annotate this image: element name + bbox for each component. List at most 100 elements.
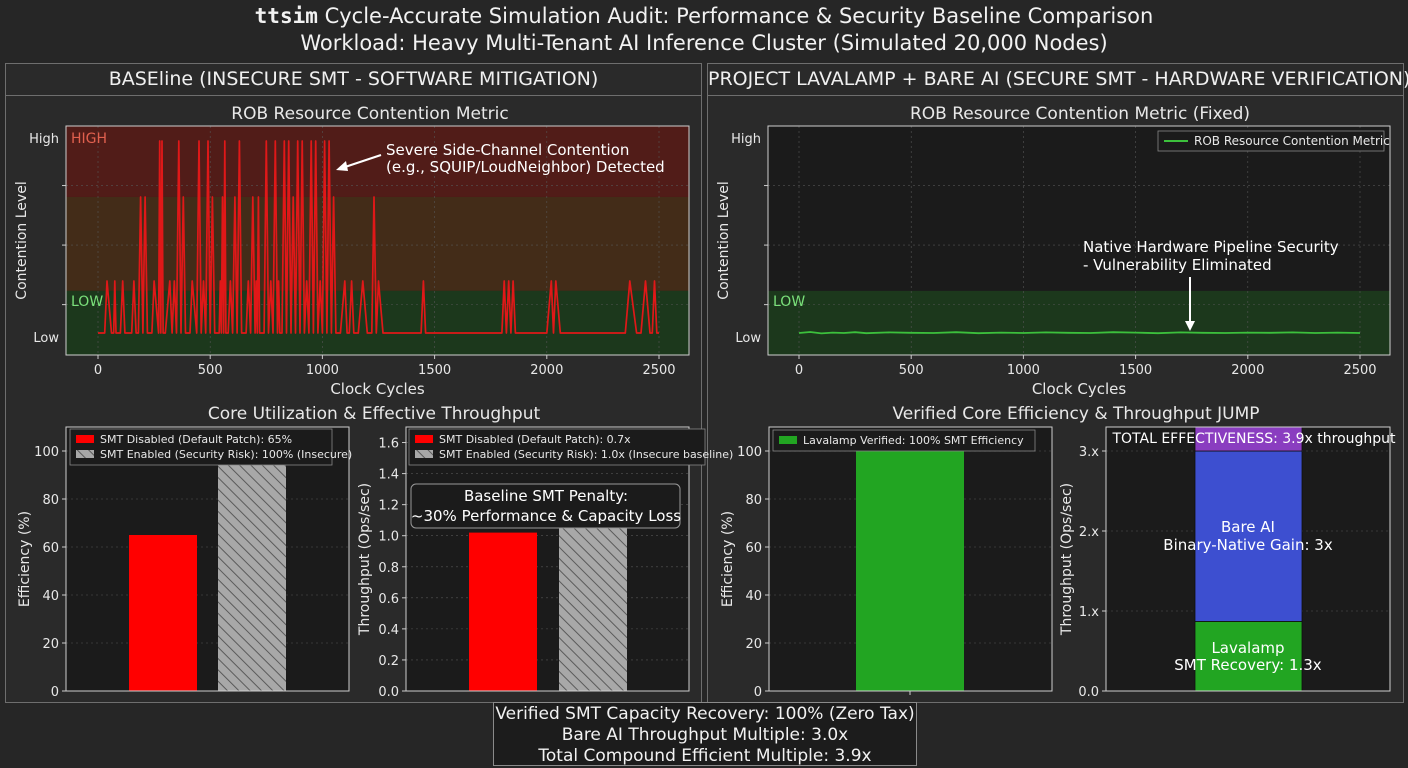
lavalamp-segment-label-2: SMT Recovery: 1.3x: [1174, 656, 1322, 674]
baseline-annotation-line2: (e.g., SQUIP/LoudNeighbor) Detected: [386, 158, 665, 176]
baseline_rob-series-line: [98, 140, 659, 334]
fixed_rob-xtick-label: 2000: [1231, 363, 1264, 378]
summary-line-3: Total Compound Efficient Multiple: 3.9x: [538, 746, 872, 766]
throughput_stack-ytick-label: 0.0: [1078, 685, 1099, 700]
fixed-rob-legend-label: ROB Resource Contention Metric: [1194, 134, 1390, 148]
throughput_stack-segment-2: [1194, 450, 1303, 622]
fixed_rob-zone-low-label: LOW: [773, 294, 805, 310]
baseline-panel-title: BASEline (INSECURE SMT - SOFTWARE MITIGA…: [6, 64, 701, 96]
baseline_efficiency-ytick-label: 20: [42, 637, 59, 652]
fixed-annotation-line2: - Vulnerability Eliminated: [1083, 256, 1272, 274]
baseline_efficiency-ytick-label: 0: [51, 685, 59, 700]
baseline_throughput-legend-swatch-1: [415, 435, 433, 443]
summary-box: Verified SMT Capacity Recovery: 100% (Ze…: [493, 702, 917, 766]
fixed-annotation-arrowhead: [1185, 321, 1195, 331]
baseline_efficiency-legend-box: [69, 428, 333, 466]
baseline_efficiency-bar-1: [129, 535, 197, 691]
baseline_rob-xtick-label: 1000: [306, 363, 339, 378]
throughput_stack-frame: [1105, 426, 1391, 692]
baseline_throughput-ylabel: Throughput (Ops/sec): [357, 483, 373, 636]
baseline_throughput-frame: [405, 426, 690, 692]
baseline_throughput-ytick-label: 1.6: [378, 437, 399, 452]
baseline_throughput-bar-2: [559, 504, 627, 691]
baseline_throughput-area: [406, 427, 689, 691]
fixed_rob-xtick-label: 1000: [1007, 363, 1040, 378]
bare-ai-segment-label-2: Binary-Native Gain: 3x: [1163, 536, 1333, 554]
verified_efficiency-ytick-label: 0: [754, 685, 762, 700]
baseline_throughput-ytick-label: 1.4: [378, 468, 399, 483]
fixed_rob-ylabel: Contention Level: [716, 181, 732, 299]
total-effectiveness-label: TOTAL EFFECTIVENESS: 3.9x throughput: [1111, 431, 1396, 447]
fixed-rob-legend-box: [1157, 130, 1385, 152]
fixed_rob-series-line: [798, 331, 1361, 335]
baseline_throughput-legend-swatch-2: [415, 450, 433, 458]
baseline-annotation-line1: Severe Side-Channel Contention: [386, 141, 629, 159]
fixed_rob-frame: [767, 125, 1391, 356]
verified_efficiency-ytick-label: 40: [745, 589, 762, 604]
baseline-bottom-title: Core Utilization & Effective Throughput: [208, 404, 541, 424]
baseline-annotation-arrowhead: [336, 161, 348, 171]
verified_efficiency-ylabel: Efficiency (%): [720, 511, 736, 607]
throughput_stack-ytick-label: 2.x: [1079, 525, 1099, 540]
fixed_rob-xtick-label: 500: [899, 363, 924, 378]
verified_efficiency-ytick-label: 100: [737, 445, 762, 460]
main-title-text: Cycle-Accurate Simulation Audit: Perform…: [324, 4, 1154, 28]
penalty-annotation-line1: Baseline SMT Penalty:: [464, 487, 628, 505]
fixed_rob-ytick-high: High: [731, 132, 761, 147]
baseline_throughput-legend-box: [408, 428, 706, 466]
baseline_rob-zone-high-label: HIGH: [71, 131, 107, 147]
lavalamp-panel-title: PROJECT LAVALAMP + BARE AI (SECURE SMT -…: [708, 64, 1408, 96]
throughput_stack-ylabel: Throughput (Ops/sec): [1059, 483, 1075, 636]
baseline_efficiency-ytick-label: 60: [42, 541, 59, 556]
baseline-annotation-arrow: [341, 154, 382, 169]
baseline_efficiency-ytick-label: 40: [42, 589, 59, 604]
baseline_rob-xtick-label: 2500: [642, 363, 675, 378]
verified_efficiency-legend-swatch-1: [779, 436, 797, 444]
baseline_efficiency-ylabel: Efficiency (%): [17, 511, 33, 607]
baseline_rob-xtick-label: 0: [94, 363, 102, 378]
baseline_efficiency-legend-label-1: SMT Disabled (Default Patch): 65%: [100, 433, 292, 446]
baseline_rob-zone-low-label: LOW: [71, 294, 103, 310]
baseline_rob-xtick-label: 500: [198, 363, 223, 378]
verified_efficiency-legend-label-1: Lavalamp Verified: 100% SMT Efficiency: [803, 434, 1024, 447]
baseline_throughput-ytick-label: 0.2: [378, 654, 399, 669]
fixed-rob-title: ROB Resource Contention Metric (Fixed): [910, 104, 1250, 124]
app-name: ttsim: [254, 4, 318, 28]
baseline_rob-xtick-label: 1500: [418, 363, 451, 378]
baseline_efficiency-bar-2: [218, 451, 286, 691]
baseline_throughput-ytick-label: 0.4: [378, 623, 399, 638]
baseline_rob-mid-zone: [66, 196, 689, 291]
verified-bottom-title: Verified Core Efficiency & Throughput JU…: [892, 404, 1259, 424]
baseline_efficiency-legend-swatch-1: [76, 435, 94, 443]
fixed_rob-xtick-label: 0: [795, 363, 803, 378]
baseline_rob-frame: [65, 125, 690, 356]
baseline_throughput-ytick-label: 1.0: [378, 530, 399, 545]
verified_efficiency-ytick-label: 80: [745, 493, 762, 508]
fixed_rob-xtick-label: 2500: [1343, 363, 1376, 378]
fixed_rob-ytick-low: Low: [735, 331, 761, 346]
verified_efficiency-ytick-label: 20: [745, 637, 762, 652]
fixed_rob-xlabel: Clock Cycles: [1032, 380, 1127, 398]
subtitle: Workload: Heavy Multi-Tenant AI Inferenc…: [300, 31, 1108, 55]
fixed_rob-xtick-label: 1500: [1119, 363, 1152, 378]
baseline_throughput-ytick-label: 0.0: [378, 685, 399, 700]
baseline_throughput-legend-label-1: SMT Disabled (Default Patch): 0.7x: [439, 433, 631, 446]
baseline_throughput-ytick-label: 0.6: [378, 592, 399, 607]
throughput_stack-segment-1: [1194, 621, 1303, 692]
verified_efficiency-bar-1: [856, 451, 964, 691]
throughput_stack-ytick-label: 1.x: [1079, 605, 1099, 620]
penalty-annotation-line2: ~30% Performance & Capacity Loss: [411, 507, 681, 525]
penalty-annotation-box: [410, 483, 681, 529]
baseline_efficiency-ytick-label: 100: [34, 445, 59, 460]
main-title: ttsim Cycle-Accurate Simulation Audit: P…: [0, 4, 1408, 28]
baseline_throughput-legend-label-2: SMT Enabled (Security Risk): 1.0x (Insec…: [439, 448, 733, 461]
baseline_efficiency-frame: [65, 426, 350, 692]
baseline_efficiency-ytick-label: 80: [42, 493, 59, 508]
verified_efficiency-legend-box: [772, 429, 1036, 452]
baseline_throughput-ytick-label: 0.8: [378, 561, 399, 576]
verified_efficiency-ytick-label: 60: [745, 541, 762, 556]
baseline_rob-ytick-high: High: [29, 132, 59, 147]
baseline_rob-ylabel: Contention Level: [14, 181, 30, 299]
baseline_rob-high-zone: [66, 126, 689, 197]
